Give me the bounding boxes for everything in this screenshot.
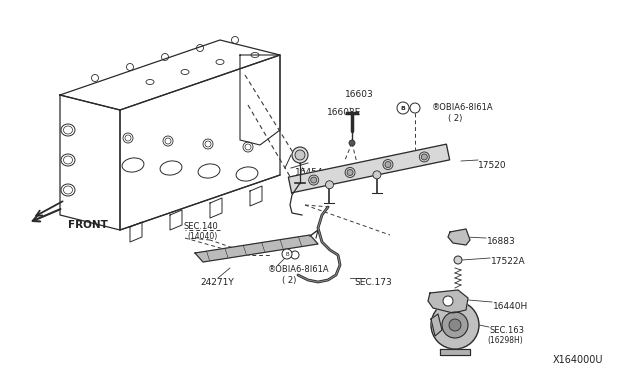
- Text: SEC.173: SEC.173: [354, 278, 392, 287]
- Text: B: B: [401, 106, 405, 110]
- Circle shape: [308, 175, 319, 185]
- Circle shape: [431, 301, 479, 349]
- Text: 16454: 16454: [295, 168, 323, 177]
- Circle shape: [345, 167, 355, 177]
- Polygon shape: [440, 349, 470, 355]
- Circle shape: [291, 251, 299, 259]
- Text: (14040): (14040): [187, 232, 217, 241]
- Circle shape: [349, 140, 355, 146]
- Text: 24271Y: 24271Y: [200, 278, 234, 287]
- Circle shape: [347, 170, 353, 176]
- Circle shape: [292, 147, 308, 163]
- Polygon shape: [428, 290, 468, 313]
- Polygon shape: [448, 229, 470, 245]
- Circle shape: [397, 102, 409, 114]
- Text: ®OBIA6-8I61A: ®OBIA6-8I61A: [268, 265, 330, 274]
- Text: 16883: 16883: [487, 237, 516, 246]
- Circle shape: [454, 256, 462, 264]
- Circle shape: [442, 312, 468, 338]
- Text: FRONT: FRONT: [68, 220, 108, 230]
- Circle shape: [449, 319, 461, 331]
- Polygon shape: [431, 314, 442, 336]
- Text: B: B: [285, 251, 289, 257]
- Circle shape: [282, 249, 292, 259]
- Circle shape: [326, 181, 333, 189]
- Text: 17520: 17520: [478, 161, 507, 170]
- Text: SEC.163: SEC.163: [490, 326, 525, 335]
- Text: ( 2): ( 2): [448, 114, 462, 123]
- Circle shape: [373, 171, 381, 179]
- Text: 16603E: 16603E: [327, 108, 362, 117]
- Text: SEC.140: SEC.140: [183, 222, 218, 231]
- Circle shape: [383, 160, 393, 170]
- Text: 16440H: 16440H: [493, 302, 528, 311]
- Polygon shape: [289, 144, 450, 193]
- Circle shape: [443, 296, 453, 306]
- Polygon shape: [195, 235, 318, 262]
- Circle shape: [385, 161, 391, 167]
- Text: X164000U: X164000U: [553, 355, 604, 365]
- Text: (16298H): (16298H): [487, 336, 523, 345]
- Circle shape: [421, 154, 428, 160]
- Circle shape: [295, 150, 305, 160]
- Text: 16603: 16603: [345, 90, 374, 99]
- Circle shape: [410, 103, 420, 113]
- Text: ®OBIA6-8I61A: ®OBIA6-8I61A: [432, 103, 493, 112]
- Circle shape: [419, 152, 429, 162]
- Text: 17522A: 17522A: [491, 257, 525, 266]
- Circle shape: [310, 177, 317, 183]
- Text: ( 2): ( 2): [282, 276, 296, 285]
